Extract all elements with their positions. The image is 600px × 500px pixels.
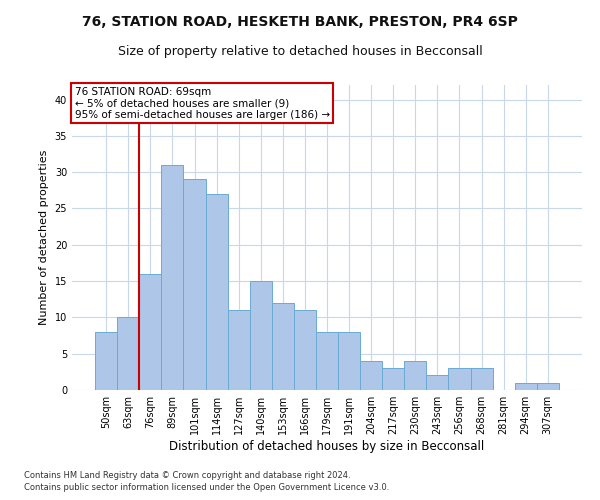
Bar: [227, 310, 250, 390]
Y-axis label: Number of detached properties: Number of detached properties: [39, 150, 49, 325]
Text: Contains public sector information licensed under the Open Government Licence v3: Contains public sector information licen…: [24, 484, 389, 492]
Bar: [316, 332, 338, 390]
Bar: [161, 165, 184, 390]
Bar: [139, 274, 161, 390]
Bar: [537, 382, 559, 390]
Text: 76, STATION ROAD, HESKETH BANK, PRESTON, PR4 6SP: 76, STATION ROAD, HESKETH BANK, PRESTON,…: [82, 15, 518, 29]
Text: Size of property relative to detached houses in Becconsall: Size of property relative to detached ho…: [118, 45, 482, 58]
X-axis label: Distribution of detached houses by size in Becconsall: Distribution of detached houses by size …: [169, 440, 485, 453]
Text: Contains HM Land Registry data © Crown copyright and database right 2024.: Contains HM Land Registry data © Crown c…: [24, 471, 350, 480]
Bar: [117, 318, 139, 390]
Bar: [470, 368, 493, 390]
Bar: [515, 382, 537, 390]
Bar: [250, 281, 272, 390]
Text: 76 STATION ROAD: 69sqm
← 5% of detached houses are smaller (9)
95% of semi-detac: 76 STATION ROAD: 69sqm ← 5% of detached …: [74, 86, 329, 120]
Bar: [95, 332, 117, 390]
Bar: [382, 368, 404, 390]
Bar: [448, 368, 470, 390]
Bar: [360, 361, 382, 390]
Bar: [294, 310, 316, 390]
Bar: [272, 303, 294, 390]
Bar: [427, 376, 448, 390]
Bar: [338, 332, 360, 390]
Bar: [184, 180, 206, 390]
Bar: [206, 194, 227, 390]
Bar: [404, 361, 427, 390]
